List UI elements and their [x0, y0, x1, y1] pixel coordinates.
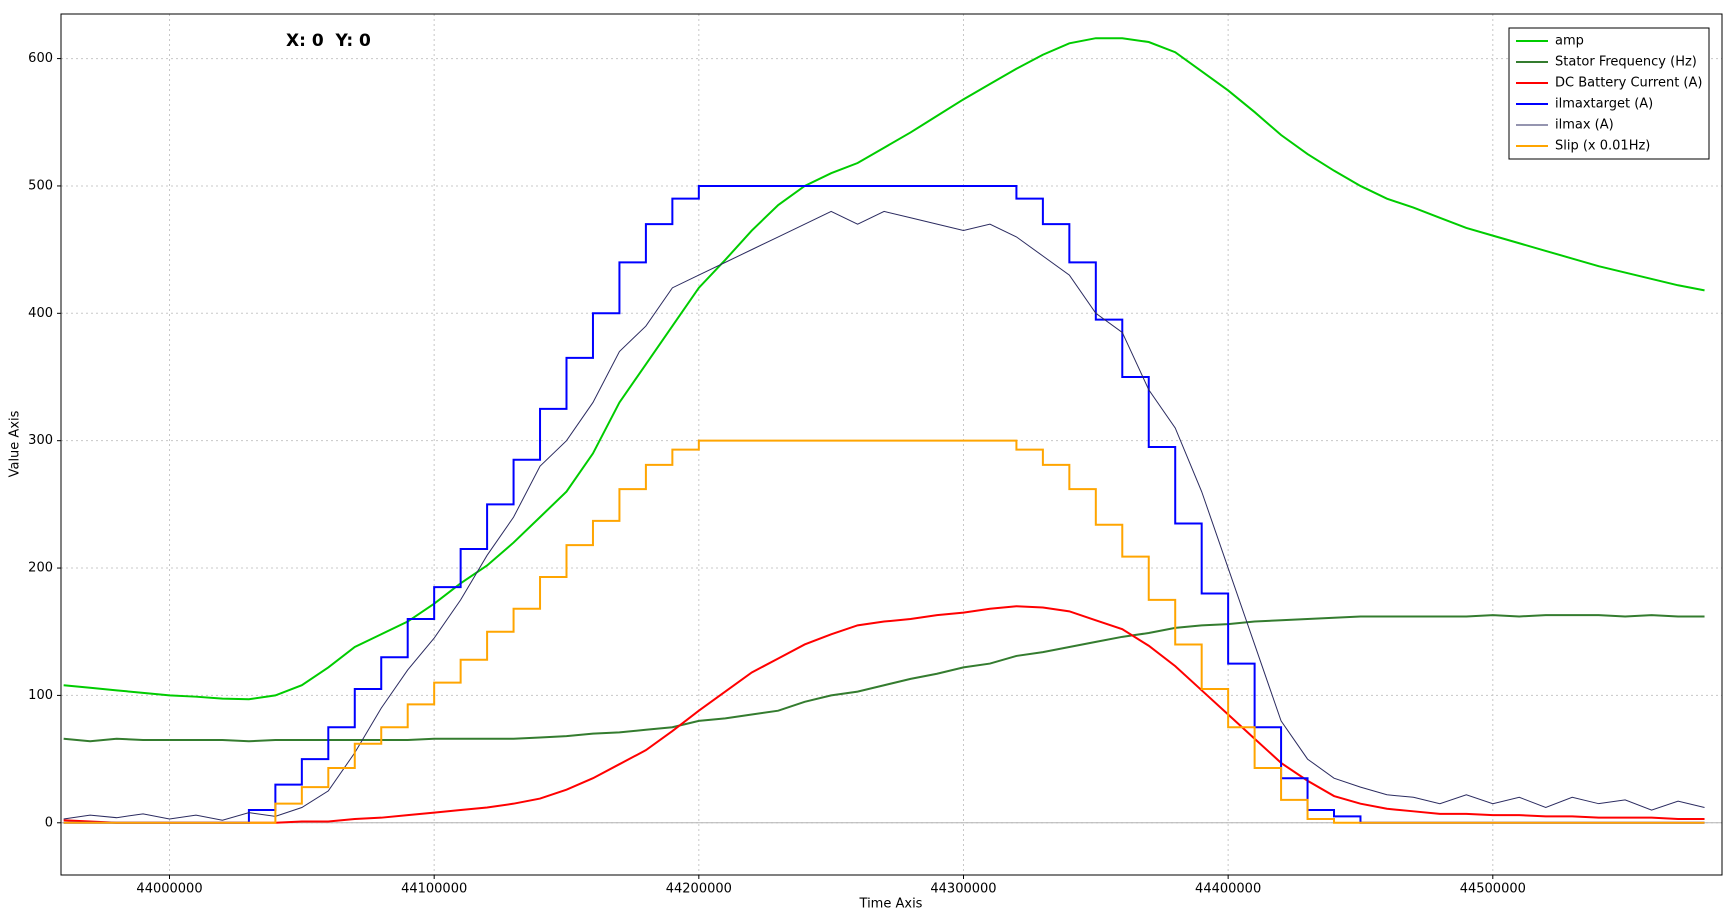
legend-label: amp — [1555, 34, 1584, 49]
series-line — [63, 439, 1705, 824]
chart-title: X: 0 Y: 0 — [286, 31, 371, 51]
legend-label: Slip (x 0.01Hz) — [1555, 139, 1650, 154]
y-tick-label: 400 — [28, 306, 53, 321]
legend-label: Stator Frequency (Hz) — [1555, 55, 1697, 70]
x-tick-label: 44100000 — [401, 882, 467, 897]
legend-label: DC Battery Current (A) — [1555, 76, 1702, 91]
x-tick-label: 44200000 — [666, 882, 732, 897]
x-tick-label: 44400000 — [1195, 882, 1261, 897]
series-line — [63, 605, 1705, 824]
legend-label: ilmaxtarget (A) — [1555, 97, 1653, 112]
plot-frame — [60, 13, 1723, 876]
y-tick-label: 600 — [28, 51, 53, 66]
y-tick-label: 100 — [28, 688, 53, 703]
y-tick-label: 200 — [28, 561, 53, 576]
x-tick-label: 44300000 — [930, 882, 996, 897]
series-line — [63, 210, 1705, 821]
x-tick-label: 44500000 — [1460, 882, 1526, 897]
series-line — [63, 614, 1705, 743]
y-tick-label: 0 — [45, 815, 53, 830]
x-tick-label: 44000000 — [136, 882, 202, 897]
legend-box — [1508, 27, 1710, 160]
series-line — [63, 184, 1705, 824]
y-tick-label: 300 — [28, 433, 53, 448]
legend-label: ilmax (A) — [1555, 118, 1614, 133]
series-line — [63, 37, 1705, 701]
y-tick-label: 500 — [28, 178, 53, 193]
y-axis-label: Value Axis — [8, 410, 23, 477]
x-axis-label: Time Axis — [859, 897, 923, 912]
